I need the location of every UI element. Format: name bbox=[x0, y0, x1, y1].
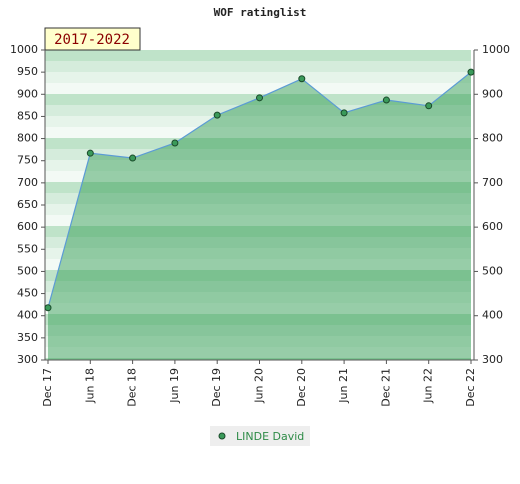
y2-tick-label: 300 bbox=[482, 353, 503, 366]
background-stripe bbox=[45, 204, 471, 215]
background-stripe bbox=[45, 105, 471, 116]
y-tick-label: 400 bbox=[17, 309, 38, 322]
background-stripe bbox=[45, 237, 471, 248]
x-tick-label: Dec 21 bbox=[379, 368, 392, 407]
y2-tick-label: 400 bbox=[482, 309, 503, 322]
y2-tick-label: 900 bbox=[482, 87, 503, 100]
background-stripe bbox=[45, 292, 471, 303]
background-stripe bbox=[45, 160, 471, 171]
plot-area bbox=[45, 50, 472, 361]
y-tick-label: 900 bbox=[17, 87, 38, 100]
y-tick-label: 350 bbox=[17, 331, 38, 344]
background-stripe bbox=[45, 281, 471, 292]
background-stripe bbox=[45, 171, 471, 182]
y-tick-label: 700 bbox=[17, 176, 38, 189]
background-stripe bbox=[45, 72, 471, 83]
x-tick-label: Dec 17 bbox=[41, 368, 54, 407]
background-stripe bbox=[45, 226, 471, 237]
y2-tick-label: 800 bbox=[482, 132, 503, 145]
y-tick-label: 650 bbox=[17, 198, 38, 211]
marker bbox=[86, 149, 94, 157]
y-tick-label: 550 bbox=[17, 242, 38, 255]
y2-tick-label: 600 bbox=[482, 220, 503, 233]
background-stripe bbox=[45, 248, 471, 259]
background-stripe bbox=[45, 336, 471, 347]
x-tick-label: Dec 20 bbox=[295, 368, 308, 407]
y-tick-label: 800 bbox=[17, 132, 38, 145]
marker bbox=[213, 111, 221, 119]
y-tick-label: 950 bbox=[17, 65, 38, 78]
x-tick-label: Dec 18 bbox=[126, 368, 139, 407]
legend-box bbox=[210, 426, 310, 446]
background-stripe bbox=[45, 215, 471, 226]
background-stripe bbox=[45, 138, 471, 149]
annotation: 2017-2022 bbox=[54, 32, 130, 48]
y-tick-label: 300 bbox=[17, 353, 38, 366]
marker bbox=[298, 75, 306, 83]
marker bbox=[425, 102, 433, 110]
x-tick-label: Dec 22 bbox=[464, 368, 477, 407]
y-tick-label: 500 bbox=[17, 264, 38, 277]
y-tick-label: 850 bbox=[17, 109, 38, 122]
annotation-box bbox=[44, 27, 141, 51]
marker bbox=[256, 94, 263, 102]
y2-tick-label: 700 bbox=[482, 176, 503, 189]
area bbox=[48, 72, 471, 361]
background-stripe bbox=[45, 193, 471, 204]
y-tick-label: 450 bbox=[17, 287, 38, 300]
y-tick-label: 600 bbox=[17, 220, 38, 233]
background-stripe bbox=[45, 259, 471, 270]
background-stripe bbox=[45, 347, 471, 358]
chart-title: WOF ratinglist bbox=[214, 6, 307, 19]
legend-label: LINDE David bbox=[236, 430, 304, 443]
background-stripe bbox=[45, 314, 471, 325]
x-tick-label: Dec 19 bbox=[210, 368, 223, 407]
x-tick-label: Jun 20 bbox=[253, 368, 266, 404]
marker bbox=[129, 154, 137, 162]
marker bbox=[340, 109, 348, 117]
marker bbox=[467, 68, 475, 76]
background-stripe bbox=[45, 127, 471, 138]
marker bbox=[171, 139, 179, 147]
background-stripe bbox=[45, 182, 471, 193]
x-tick-label: Jun 18 bbox=[83, 368, 96, 404]
background-stripe bbox=[45, 270, 471, 281]
legend-marker bbox=[218, 432, 226, 440]
background-stripe bbox=[45, 116, 471, 127]
y-tick-label: 1000 bbox=[10, 43, 38, 56]
background-stripe bbox=[45, 50, 471, 61]
background-stripe bbox=[45, 325, 471, 336]
background-stripe bbox=[45, 358, 471, 360]
y-tick-label: 750 bbox=[17, 154, 38, 167]
x-tick-label: Jun 21 bbox=[337, 368, 350, 404]
x-tick-label: Jun 22 bbox=[422, 368, 435, 404]
y2-tick-label: 1000 bbox=[482, 43, 510, 56]
background-stripe bbox=[45, 149, 471, 160]
y2-tick-label: 500 bbox=[482, 264, 503, 277]
background-stripe bbox=[45, 303, 471, 314]
x-tick-label: Jun 19 bbox=[168, 368, 181, 404]
background-stripe bbox=[45, 61, 471, 72]
marker bbox=[382, 96, 390, 104]
marker bbox=[44, 304, 52, 312]
background-stripe bbox=[45, 83, 471, 94]
